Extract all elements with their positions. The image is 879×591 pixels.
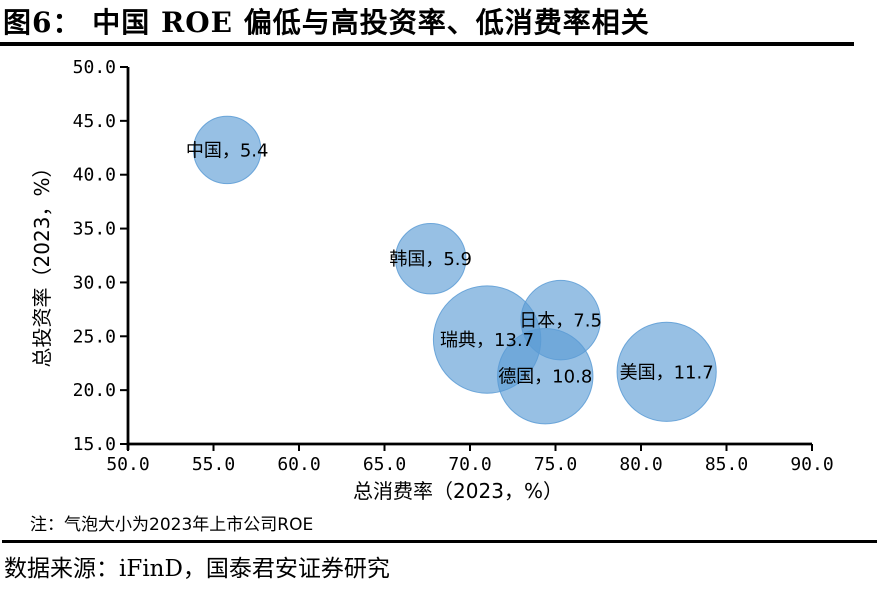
y-tick-label: 25.0 [73,326,116,347]
data-source-text: 数据来源：iFinD，国泰君安证券研究 [4,556,390,582]
bubble-label-美国: 美国，11.7 [620,362,714,383]
x-tick-label: 60.0 [277,454,320,475]
x-tick-label: 70.0 [448,454,491,475]
title-underline-rule [0,42,854,46]
bubble-label-德国: 德国，10.8 [498,367,592,388]
x-axis-title: 总消费率（2023，%） [353,479,563,503]
bubble-韩国 [394,223,467,295]
bubble-label-瑞典: 瑞典，13.7 [440,330,534,351]
bubble-中国 [192,115,262,185]
x-tick-label: 75.0 [534,454,577,475]
bubble-德国 [497,327,594,425]
y-tick-label: 35.0 [73,219,116,240]
x-tick-label: 90.0 [790,454,833,475]
chart-footnote: 注：气泡大小为2023年上市公司ROE [30,515,314,535]
y-tick-label: 30.0 [73,272,116,293]
y-tick-label: 40.0 [73,165,116,186]
x-tick-label: 80.0 [619,454,662,475]
figure-title: 图6： 中国 ROE 偏低与高投资率、低消费率相关 [3,6,650,39]
bubble-美国 [616,321,717,422]
bubble-label-韩国: 韩国，5.9 [389,249,472,270]
bubble-label-中国: 中国，5.4 [186,140,269,161]
footer-divider-rule [2,540,877,543]
y-tick-label: 20.0 [73,380,116,401]
y-tick-label: 45.0 [73,111,116,132]
x-tick-label: 55.0 [192,454,235,475]
bubble-label-日本: 日本，7.5 [519,311,602,332]
x-tick-label: 85.0 [705,454,748,475]
y-tick-label: 50.0 [73,57,116,78]
x-tick-label: 65.0 [363,454,406,475]
y-axis-title: 总投资率（2023，%） [30,158,54,368]
x-tick-label: 50.0 [106,454,149,475]
y-tick-label: 15.0 [73,434,116,455]
